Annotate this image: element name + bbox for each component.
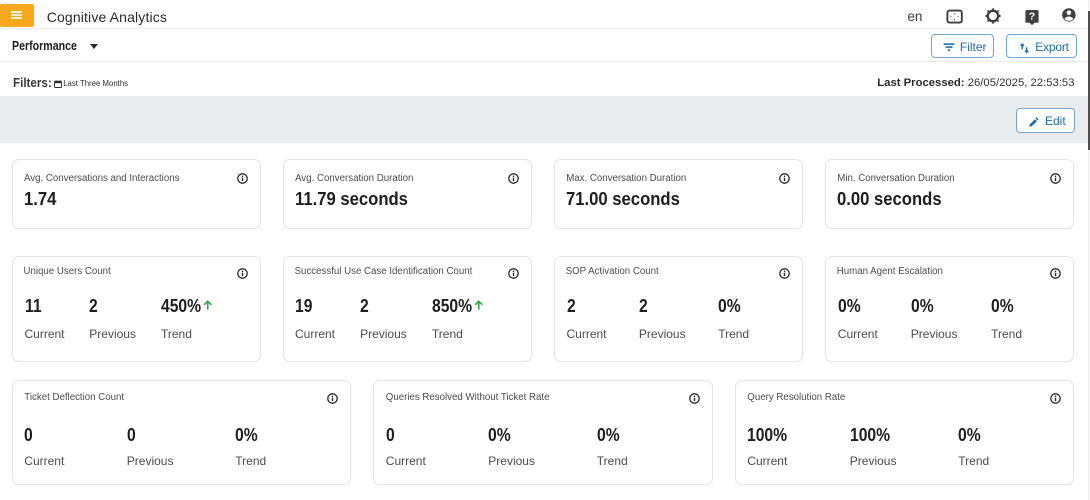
svg-text:?: ? xyxy=(1028,10,1034,22)
